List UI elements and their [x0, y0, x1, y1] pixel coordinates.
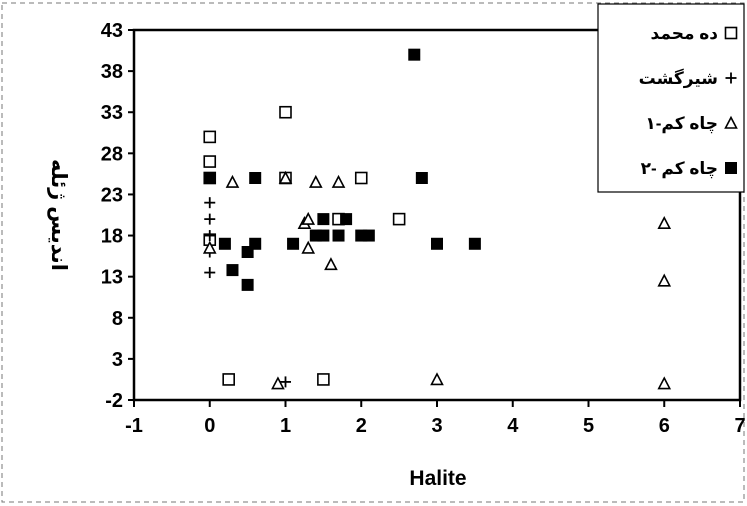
y-tick-label: 33	[101, 102, 123, 124]
y-tick-label: 3	[112, 349, 123, 371]
y-tick-label: 43	[101, 20, 123, 42]
x-axis-tick-labels: -1 0 1 2 3 4 5 6 7	[125, 400, 746, 437]
open-triangle-marker	[301, 211, 316, 225]
open-triangle-marker	[430, 372, 444, 386]
open-square-marker	[354, 171, 368, 185]
open-square-marker	[724, 26, 738, 40]
filled-square-marker	[241, 246, 254, 258]
filled-square-marker	[241, 278, 254, 291]
y-tick-label: 8	[112, 308, 123, 330]
open-triangle-marker	[278, 170, 293, 184]
open-triangle-marker	[271, 376, 285, 390]
filled-square-marker	[218, 237, 231, 250]
filled-square-marker	[332, 229, 345, 242]
open-square-marker	[203, 130, 217, 144]
open-triangle-marker	[324, 257, 338, 271]
open-triangle-marker	[657, 215, 672, 230]
x-tick-label: 6	[659, 415, 670, 437]
open-triangle-marker	[308, 174, 323, 188]
x-tick-label: 0	[204, 415, 215, 437]
open-triangle-marker	[724, 115, 738, 129]
legend-entry-label: چاه کم -۲	[641, 159, 718, 179]
plus-marker	[204, 230, 216, 242]
filled-square-marker	[725, 162, 737, 174]
plus-marker	[204, 213, 216, 225]
filled-square-marker	[340, 213, 353, 226]
x-tick-label: 4	[507, 415, 519, 437]
plus-marker	[725, 72, 737, 84]
legend: ده محمد شیرگشت چاه کم-۱ چاه کم -۲	[597, 3, 745, 193]
filled-square-marker	[408, 48, 421, 61]
filled-square-marker	[203, 172, 216, 184]
y-tick-label: 18	[101, 226, 123, 248]
x-tick-label: 5	[583, 415, 594, 437]
open-square-marker	[222, 373, 235, 386]
plus-marker	[204, 267, 216, 279]
legend-entry-label: چاه کم-۱	[645, 114, 718, 134]
x-tick-label: -1	[125, 415, 143, 437]
plus-marker	[280, 376, 291, 388]
filled-square-marker	[431, 237, 443, 250]
x-tick-label: 3	[431, 415, 442, 437]
open-triangle-marker	[301, 240, 316, 254]
y-axis-title: اندیس ژئله	[47, 159, 70, 271]
filled-square-marker	[317, 213, 330, 226]
y-tick-label: 28	[101, 143, 123, 165]
filled-square-marker	[287, 237, 300, 250]
filled-square-marker	[362, 229, 375, 242]
x-tick-label: 7	[734, 415, 745, 437]
filled-square-marker	[317, 229, 330, 242]
legend-entry-label: شیرگشت	[639, 68, 718, 89]
filled-square-marker	[468, 237, 481, 250]
data-markers	[202, 48, 672, 390]
open-square-marker	[392, 212, 406, 226]
x-tick-label: 2	[356, 415, 367, 437]
filled-square-marker	[249, 237, 262, 250]
open-square-marker	[203, 155, 217, 168]
filled-square-marker	[415, 172, 428, 184]
open-square-marker	[279, 105, 292, 119]
legend-entry-label: ده محمد	[651, 24, 719, 43]
open-triangle-marker	[225, 174, 240, 188]
open-triangle-marker	[657, 273, 672, 287]
y-tick-label: -2	[105, 390, 123, 412]
x-axis-title: Halite	[409, 467, 466, 490]
filled-square-marker	[249, 172, 262, 184]
open-triangle-marker	[657, 376, 672, 390]
x-tick-label: 1	[280, 415, 291, 437]
y-tick-label: 23	[101, 184, 123, 206]
open-triangle-marker	[202, 240, 217, 254]
y-tick-label: 38	[101, 61, 123, 83]
filled-square-marker	[226, 264, 239, 277]
legend-box	[597, 3, 745, 193]
open-triangle-marker	[331, 174, 346, 188]
plus-marker	[204, 197, 216, 209]
y-tick-label: 13	[101, 267, 123, 289]
open-square-marker	[317, 373, 330, 386]
